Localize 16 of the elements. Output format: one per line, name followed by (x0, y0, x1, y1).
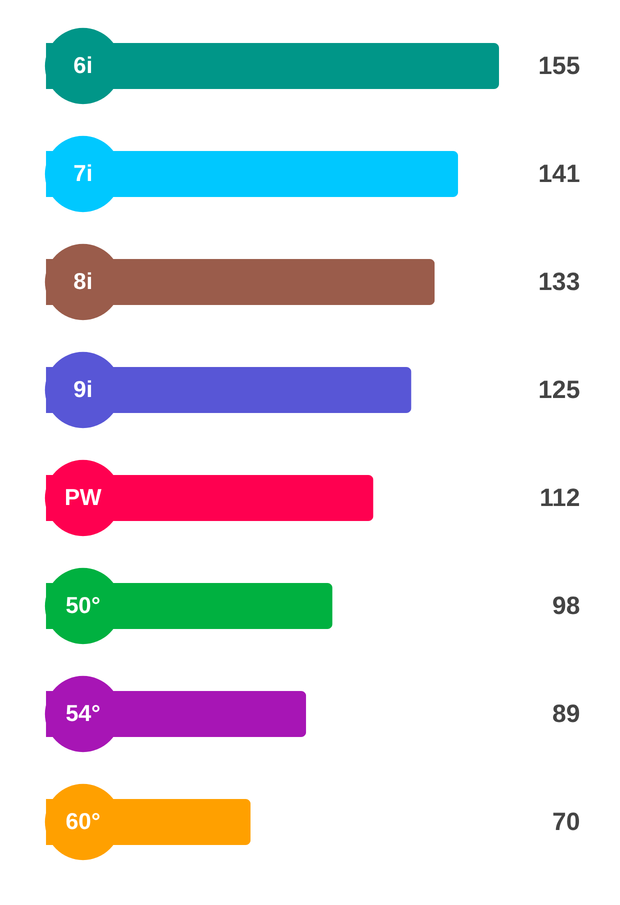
y-tick-label: PW (64, 484, 102, 510)
data-label: 89 (552, 700, 580, 728)
y-tick-label: 50° (66, 592, 100, 618)
data-label: 98 (552, 592, 580, 620)
data-label: 112 (540, 484, 580, 512)
y-tick-label: 7i (73, 160, 93, 186)
data-label: 125 (538, 376, 580, 404)
data-label: 155 (538, 52, 580, 80)
y-tick-label: 60° (66, 808, 100, 834)
data-label: 70 (552, 808, 580, 836)
y-tick-label: 6i (73, 52, 93, 78)
data-label: 141 (538, 160, 580, 188)
data-label: 133 (538, 268, 580, 296)
y-tick-label: 9i (73, 376, 93, 402)
y-tick-label: 54° (66, 700, 100, 726)
y-tick-label: 8i (73, 268, 93, 294)
